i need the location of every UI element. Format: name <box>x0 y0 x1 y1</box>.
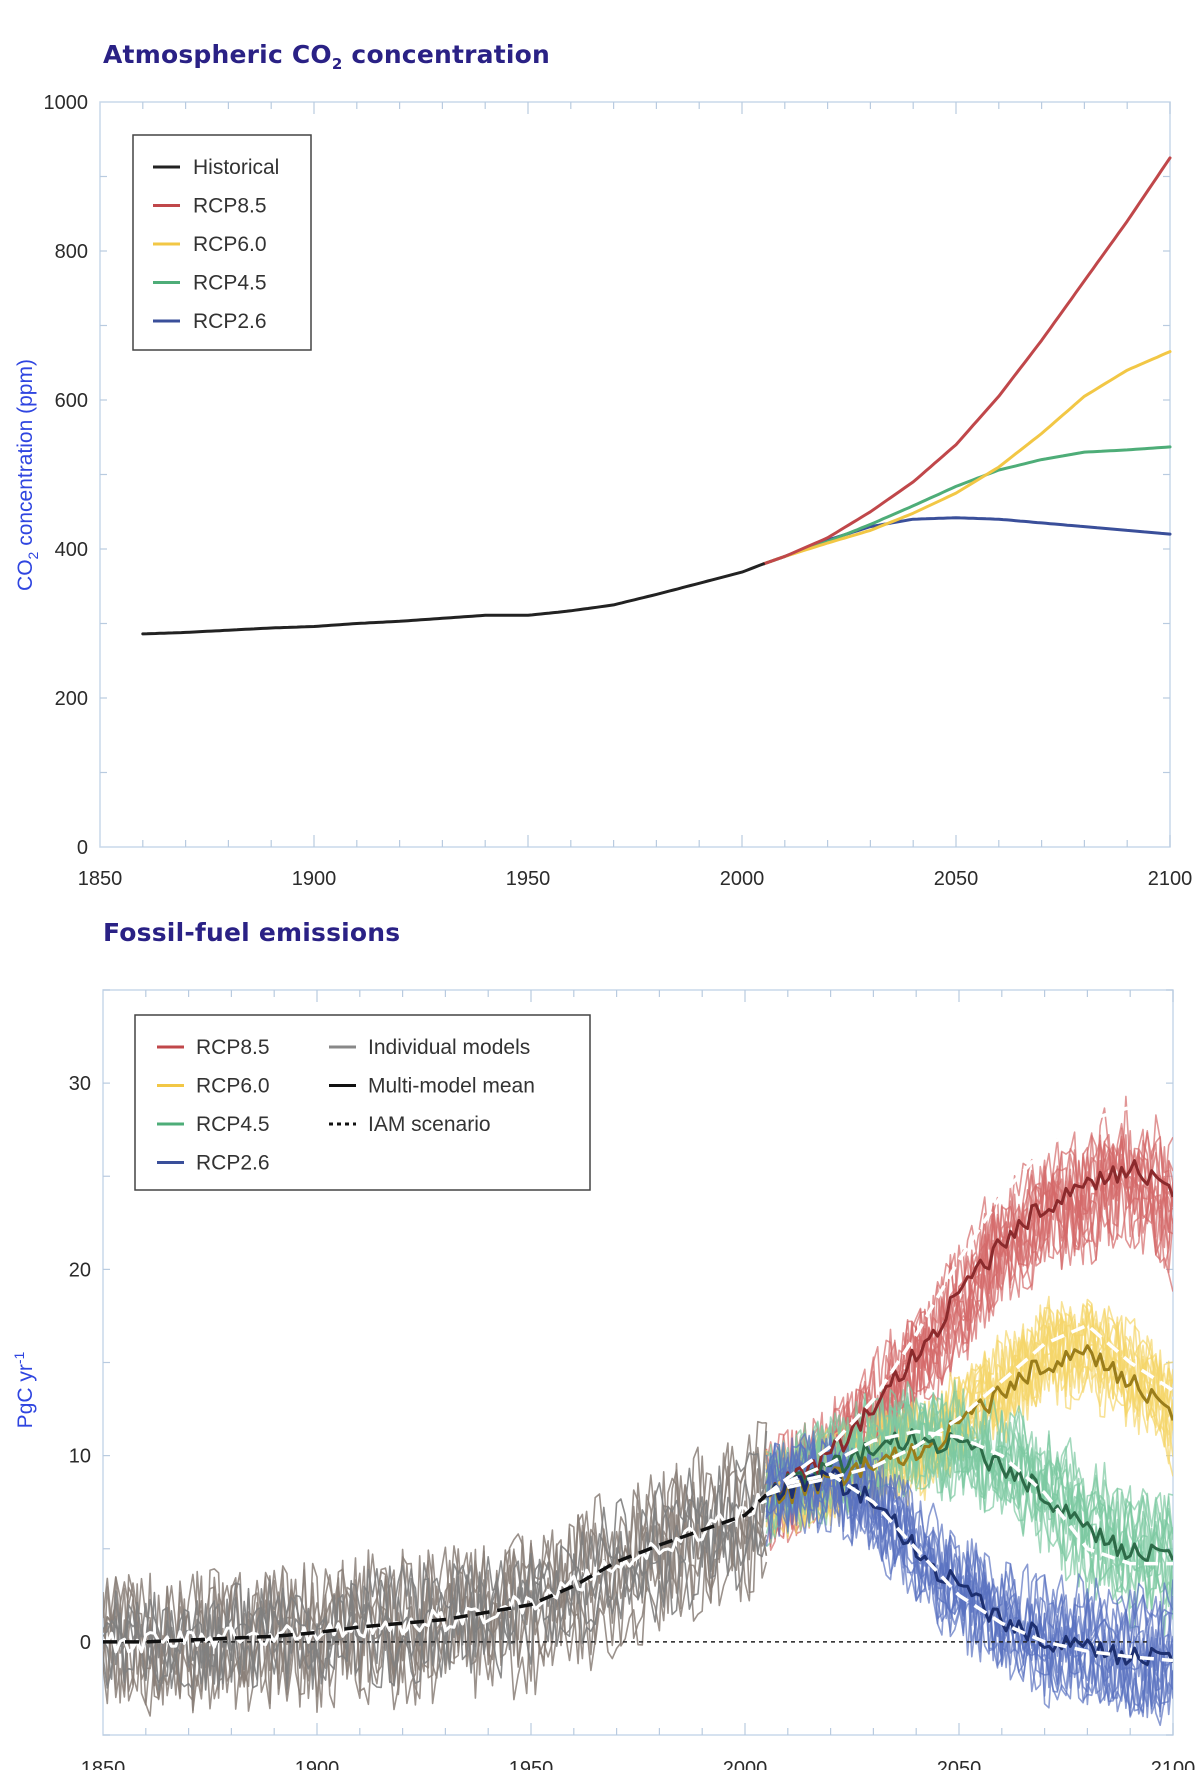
chart1-legend-label: RCP4.5 <box>193 272 267 295</box>
chart2-x-tick-label: 1900 <box>295 1758 340 1770</box>
chart1-legend-label: Historical <box>193 156 279 179</box>
chart2-legend-style-label: Multi-model mean <box>368 1075 535 1098</box>
chart1-x-tick-label: 1850 <box>78 868 123 890</box>
chart2-legend-style-label: IAM scenario <box>368 1113 491 1136</box>
chart2-mean-rcp85 <box>765 1159 1173 1499</box>
chart1-y-tick-label: 400 <box>55 539 88 561</box>
chart2-y-tick-label: 0 <box>80 1632 91 1654</box>
chart2-model-historical-grey <box>103 1479 768 1691</box>
chart2-legend-label: RCP4.5 <box>196 1113 270 1136</box>
chart2-x-tick-label: 2100 <box>1151 1758 1196 1770</box>
chart2-mean-rcp45 <box>765 1428 1173 1563</box>
chart2-legend-label: RCP6.0 <box>196 1075 270 1098</box>
chart1-x-tick-label: 2100 <box>1148 868 1193 890</box>
chart2-x-tick-label: 1850 <box>81 1758 126 1770</box>
chart1-y-tick-label: 200 <box>55 688 88 710</box>
chart2-iam-historical <box>103 1493 768 1644</box>
chart2-model-rcp26 <box>765 1440 1173 1708</box>
chart2-x-tick-label: 2000 <box>723 1758 768 1770</box>
chart1-series-rcp85 <box>761 156 1172 566</box>
chart1-series-rcp60 <box>761 350 1172 566</box>
chart2-x-tick-label: 1950 <box>509 1758 554 1770</box>
co2-concentration-chart: 1850 1900 1950 2000 2050 2100 0 200 400 600 800 10… <box>14 92 1193 890</box>
chart2-legend-label: RCP8.5 <box>196 1036 270 1059</box>
chart1-y-tick-label: 0 <box>77 837 88 859</box>
chart2-iam-rcp85 <box>765 1100 1173 1497</box>
chart1-title: Atmospheric CO2 concentration <box>103 40 551 73</box>
chart1-y-tick-label: 600 <box>55 390 88 412</box>
fossil-fuel-emissions-chart: 1850 1900 1950 2000 2050 2100 0 10 20 30 PgC yr-… <box>11 989 1196 1770</box>
chart1-y-axis-title: CO2 concentration (ppm) <box>14 359 41 591</box>
chart1-series-rcp45 <box>761 445 1172 566</box>
chart2-legend-label: RCP2.6 <box>196 1152 270 1175</box>
chart1-x-tick-label: 2050 <box>934 868 979 890</box>
chart2-legend-style-label: Individual models <box>368 1036 530 1059</box>
chart2-y-tick-label: 30 <box>69 1073 91 1095</box>
chart1-legend-label: RCP2.6 <box>193 310 267 333</box>
chart2-iam-rcp45 <box>765 1429 1173 1566</box>
chart2-model-historical <box>103 1509 768 1717</box>
chart2-legend: RCP8.5 RCP6.0 RCP4.5 RCP2.6 Individual model… <box>134 1014 591 1191</box>
chart2-model-historical-grey <box>103 1494 768 1691</box>
chart1-series-historical <box>141 562 765 636</box>
chart2-y-tick-label: 20 <box>69 1259 91 1281</box>
chart2-model-historical-grey <box>103 1430 768 1684</box>
chart2-iam-rcp26 <box>765 1472 1173 1663</box>
chart2-model-rcp26 <box>765 1430 1173 1695</box>
chart2-mean-historical <box>103 1492 768 1654</box>
chart2-title: Fossil-fuel emissions <box>103 918 401 947</box>
chart2-y-tick-label: 10 <box>69 1446 91 1468</box>
chart1-legend: Historical RCP8.5 RCP6.0 RCP4.5 RCP2.6 <box>132 134 312 351</box>
chart1-legend-label: RCP8.5 <box>193 195 267 218</box>
chart2-x-tick-label: 2050 <box>937 1758 982 1770</box>
chart1-x-tick-label: 2000 <box>720 868 765 890</box>
chart1-y-tick-label: 800 <box>55 241 88 263</box>
chart1-x-tick-label: 1950 <box>506 868 551 890</box>
chart1-x-tick-label: 1900 <box>292 868 337 890</box>
chart1-legend-label: RCP6.0 <box>193 233 267 256</box>
chart2-mean-rcp26 <box>765 1468 1173 1667</box>
chart2-y-axis-title: PgC yr-1 <box>11 1351 37 1428</box>
chart1-y-tick-label: 1000 <box>44 92 89 114</box>
